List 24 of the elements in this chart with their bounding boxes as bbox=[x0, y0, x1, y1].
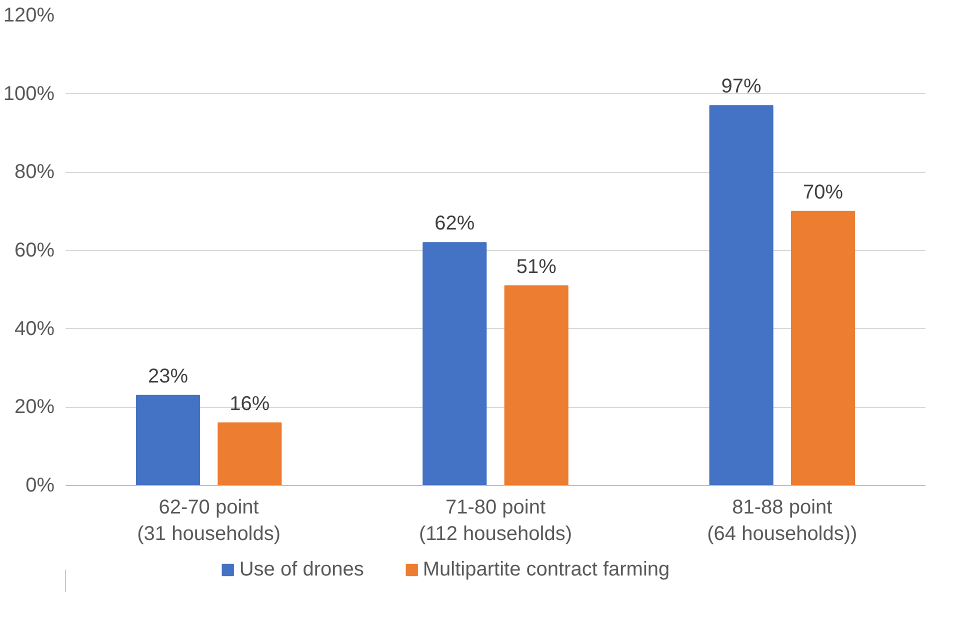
x-tick-label: 71-80 point (112 households) bbox=[418, 496, 572, 545]
y-tick-label: 120% bbox=[3, 4, 55, 26]
bar bbox=[218, 422, 282, 486]
bar bbox=[422, 242, 487, 486]
y-tick-label: 60% bbox=[14, 240, 55, 262]
bar bbox=[709, 105, 774, 486]
y-tick-label: 0% bbox=[26, 474, 55, 496]
y-tick-label: 40% bbox=[14, 318, 55, 340]
text: 70% bbox=[803, 181, 844, 204]
bar bbox=[790, 210, 856, 486]
x-tick-label: 62-70 point (31 households) bbox=[137, 496, 281, 545]
legend-label: Multipartite contract farming bbox=[422, 558, 670, 581]
text: 23% bbox=[148, 365, 188, 388]
text: 16% bbox=[230, 392, 270, 415]
x-tick-label: 81-88 point (64 households)) bbox=[707, 496, 858, 545]
text: 97% bbox=[721, 76, 762, 98]
text: 62% bbox=[434, 212, 475, 235]
text: 51% bbox=[516, 256, 556, 278]
legend-label: Use of drones bbox=[239, 558, 364, 581]
y-tick-label: 80% bbox=[14, 161, 55, 184]
bar bbox=[504, 285, 568, 486]
y-tick-label: 100% bbox=[3, 82, 55, 105]
y-tick-label: 20% bbox=[14, 396, 55, 418]
bar bbox=[136, 394, 200, 486]
